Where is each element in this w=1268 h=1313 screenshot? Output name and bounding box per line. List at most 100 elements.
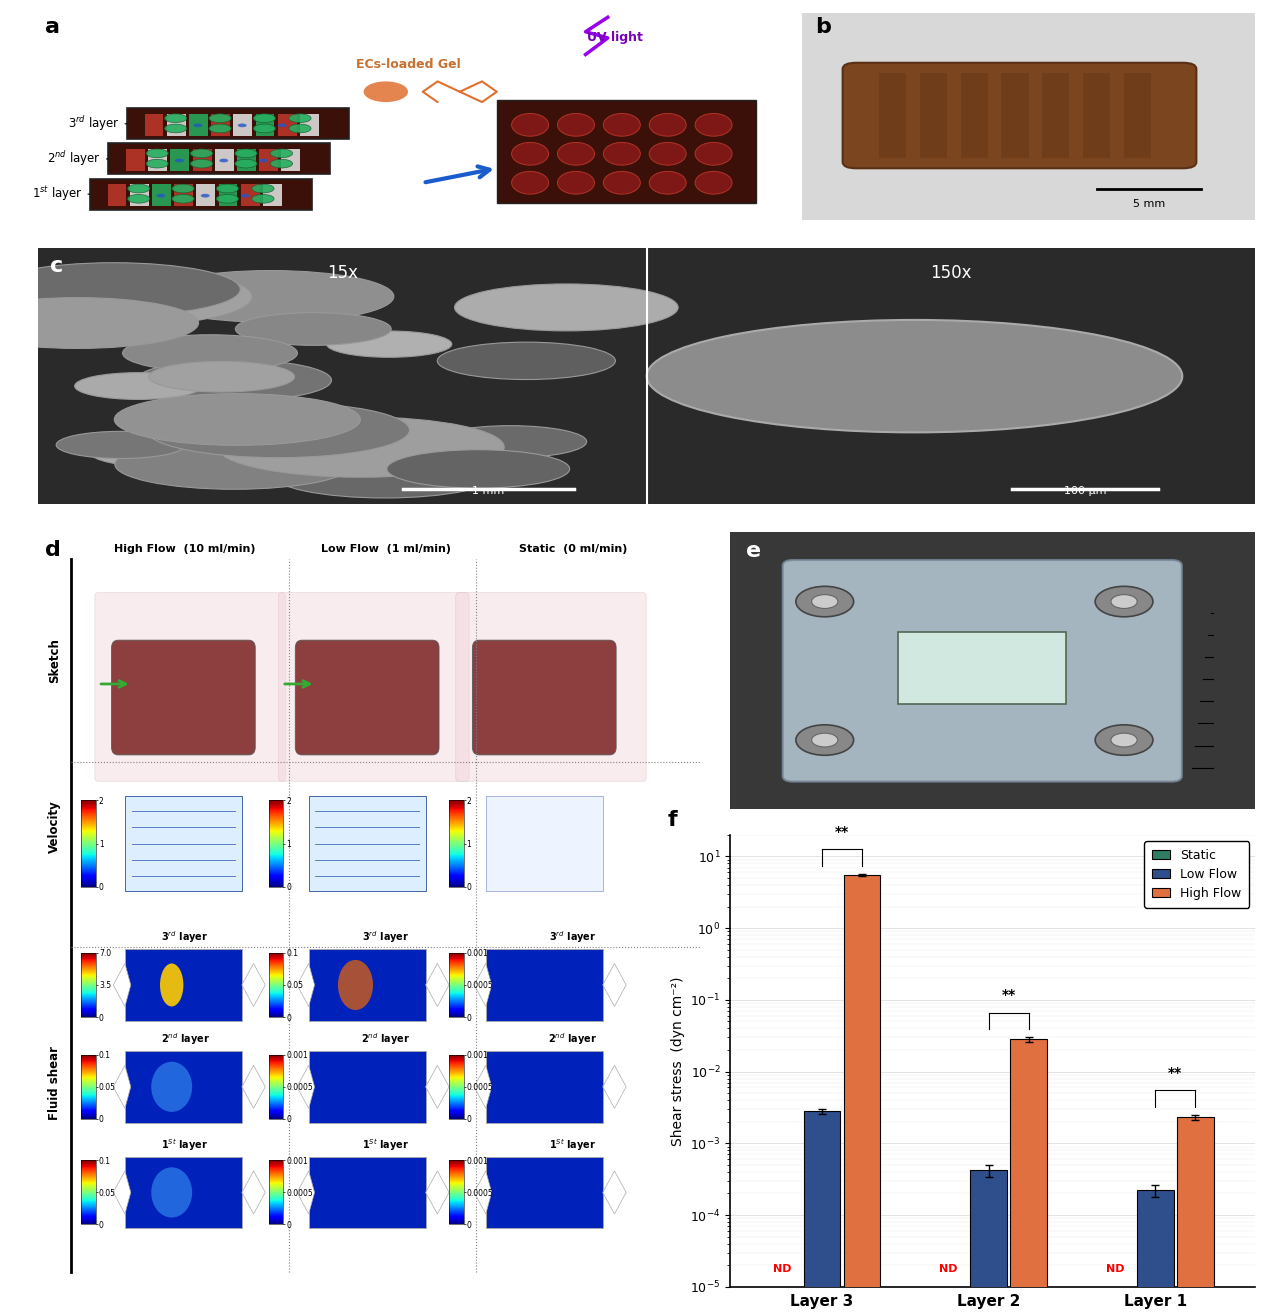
FancyBboxPatch shape: [127, 108, 349, 139]
Bar: [189, 114, 208, 135]
Ellipse shape: [254, 125, 275, 133]
FancyBboxPatch shape: [279, 592, 469, 781]
Polygon shape: [602, 1065, 626, 1108]
Ellipse shape: [511, 142, 549, 165]
Text: a: a: [46, 17, 61, 37]
Circle shape: [114, 394, 360, 445]
Text: b: b: [815, 17, 832, 37]
Text: **: **: [1168, 1066, 1183, 1079]
Y-axis label: Shear stress  (dyn cm⁻²): Shear stress (dyn cm⁻²): [671, 976, 685, 1145]
Bar: [970, 1170, 1007, 1313]
FancyBboxPatch shape: [108, 143, 330, 175]
Text: 100 μm: 100 μm: [1064, 486, 1106, 496]
Ellipse shape: [160, 964, 184, 1007]
Circle shape: [437, 343, 615, 379]
Polygon shape: [426, 1171, 449, 1215]
Ellipse shape: [128, 194, 150, 204]
Polygon shape: [474, 1065, 492, 1108]
Polygon shape: [242, 1065, 265, 1108]
Ellipse shape: [270, 150, 293, 158]
Circle shape: [434, 425, 587, 458]
Ellipse shape: [151, 1062, 193, 1112]
Circle shape: [136, 360, 331, 400]
Text: 150x: 150x: [931, 264, 971, 282]
Ellipse shape: [200, 194, 209, 197]
FancyBboxPatch shape: [455, 592, 647, 781]
Polygon shape: [474, 964, 492, 1007]
Ellipse shape: [252, 194, 274, 204]
Circle shape: [90, 439, 222, 466]
Circle shape: [1096, 587, 1153, 617]
Ellipse shape: [259, 159, 268, 163]
FancyBboxPatch shape: [843, 63, 1197, 168]
Ellipse shape: [649, 172, 686, 194]
Circle shape: [115, 440, 354, 490]
Text: 2$^{nd}$ layer: 2$^{nd}$ layer: [361, 1032, 410, 1048]
Bar: [262, 184, 281, 206]
Bar: [898, 632, 1066, 704]
Ellipse shape: [339, 960, 373, 1010]
Ellipse shape: [604, 142, 640, 165]
Bar: [301, 114, 318, 135]
Text: 15x: 15x: [327, 264, 358, 282]
FancyBboxPatch shape: [126, 949, 242, 1020]
Text: 1$^{St}$ layer: 1$^{St}$ layer: [361, 1137, 410, 1153]
Ellipse shape: [217, 194, 238, 204]
Text: ND: ND: [772, 1264, 791, 1274]
Polygon shape: [242, 1171, 265, 1215]
Ellipse shape: [254, 114, 275, 122]
Text: 1$^{St}$ layer: 1$^{St}$ layer: [161, 1137, 209, 1153]
Bar: [218, 184, 237, 206]
Text: Velocity: Velocity: [48, 800, 61, 853]
Ellipse shape: [235, 150, 257, 158]
Bar: [214, 150, 233, 171]
Circle shape: [147, 403, 410, 458]
Bar: [1083, 74, 1111, 158]
Bar: [804, 1111, 841, 1313]
Bar: [1137, 1191, 1174, 1313]
Polygon shape: [426, 964, 449, 1007]
Text: c: c: [51, 256, 63, 276]
Text: 1 mm: 1 mm: [472, 486, 505, 496]
Bar: [152, 184, 171, 206]
Text: **: **: [834, 825, 850, 839]
Ellipse shape: [558, 142, 595, 165]
Circle shape: [1111, 733, 1137, 747]
Polygon shape: [426, 1065, 449, 1108]
Text: **: **: [1002, 989, 1016, 1002]
Polygon shape: [602, 1171, 626, 1215]
Circle shape: [387, 450, 569, 488]
Text: 3$^{rd}$ layer: 3$^{rd}$ layer: [161, 930, 209, 945]
Ellipse shape: [235, 159, 257, 168]
Text: 3$^{rd}$ layer: 3$^{rd}$ layer: [361, 930, 410, 945]
Text: 2$^{nd}$ layer: 2$^{nd}$ layer: [47, 150, 108, 168]
Ellipse shape: [649, 113, 686, 137]
Ellipse shape: [209, 125, 231, 133]
Bar: [879, 74, 907, 158]
Bar: [961, 74, 988, 158]
Text: f: f: [667, 810, 677, 830]
Ellipse shape: [695, 113, 732, 137]
Text: 1$^{St}$ layer: 1$^{St}$ layer: [549, 1137, 596, 1153]
FancyBboxPatch shape: [126, 797, 242, 890]
Ellipse shape: [278, 123, 287, 127]
Ellipse shape: [219, 159, 228, 163]
Circle shape: [75, 373, 202, 399]
Bar: [167, 114, 185, 135]
Bar: [1042, 74, 1069, 158]
Circle shape: [148, 361, 294, 393]
Circle shape: [796, 725, 853, 755]
Polygon shape: [297, 1065, 314, 1108]
Ellipse shape: [241, 194, 250, 197]
FancyBboxPatch shape: [473, 641, 616, 755]
Bar: [174, 184, 193, 206]
Circle shape: [327, 331, 451, 357]
Text: 1$^{st}$ layer: 1$^{st}$ layer: [32, 185, 90, 204]
Polygon shape: [242, 964, 265, 1007]
Circle shape: [0, 267, 252, 327]
Polygon shape: [474, 1171, 492, 1215]
Text: Static  (0 ml/min): Static (0 ml/min): [519, 544, 626, 554]
Circle shape: [309, 439, 481, 474]
Ellipse shape: [558, 113, 595, 137]
FancyBboxPatch shape: [782, 561, 1182, 781]
